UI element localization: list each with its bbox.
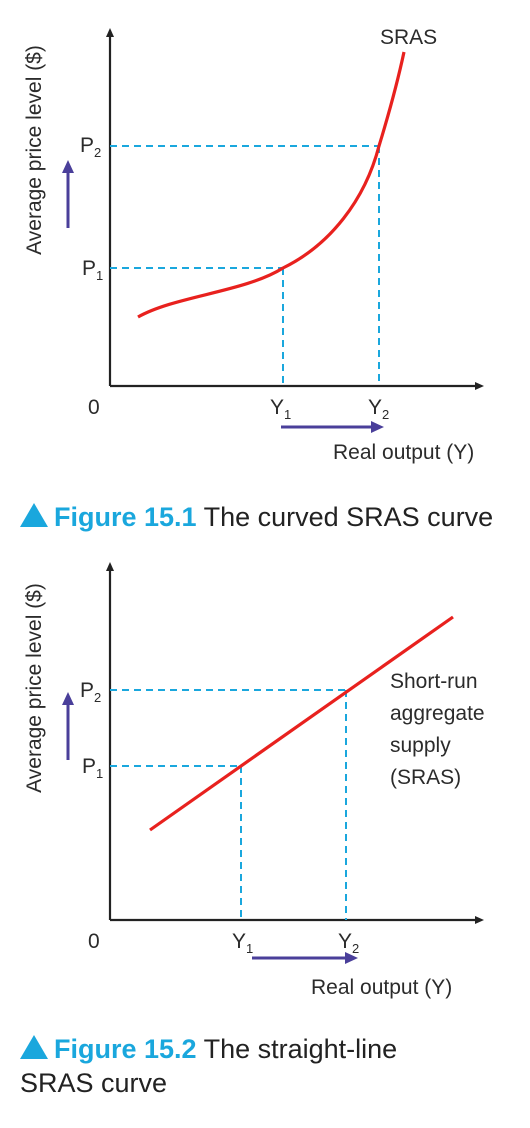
figure-number: Figure 15.2	[54, 1034, 197, 1064]
figure-15-1: SRAS Average price level ($) P2 P1 0 Y1 …	[23, 26, 484, 464]
sras-description: Short-run aggregate supply (SRAS)	[390, 670, 485, 789]
triangle-icon	[20, 503, 48, 527]
sras-label: SRAS	[380, 26, 437, 49]
sras-description-line-2: aggregate	[390, 702, 485, 725]
origin-label: 0	[88, 930, 100, 953]
caption-figure-15-2: Figure 15.2 The straight-line SRAS curve	[20, 1032, 397, 1100]
y2-label: Y2	[368, 396, 389, 422]
p1-label: P1	[82, 755, 103, 781]
y-axis-label: Average price level ($)	[23, 45, 46, 255]
sras-line	[149, 615, 454, 832]
p2-label: P2	[80, 679, 101, 705]
sras-description-line-1: Short-run	[390, 670, 478, 693]
x-axis-label: Real output (Y)	[333, 441, 474, 464]
y-axis-label: Average price level ($)	[23, 583, 46, 793]
y1-label: Y1	[232, 930, 253, 956]
caption-figure-15-1: Figure 15.1 The curved SRAS curve	[20, 500, 493, 534]
caption-text-line-2: SRAS curve	[20, 1068, 168, 1098]
p1-label: P1	[82, 257, 103, 283]
sras-curve	[137, 51, 406, 319]
x-axis-label: Real output (Y)	[311, 976, 452, 999]
p2-label: P2	[80, 134, 101, 160]
sras-description-line-4: (SRAS)	[390, 766, 461, 789]
sras-description-line-3: supply	[390, 734, 451, 757]
caption-text: The curved SRAS curve	[203, 502, 494, 532]
figure-15-2: Average price level ($) P2 P1 0 Y1 Y2 Re…	[23, 562, 485, 999]
triangle-icon	[20, 1035, 48, 1059]
figure-number: Figure 15.1	[54, 502, 197, 532]
caption-text-line-1: The straight-line	[203, 1034, 398, 1064]
y2-label: Y2	[338, 930, 359, 956]
y1-label: Y1	[270, 396, 291, 422]
origin-label: 0	[88, 396, 100, 419]
